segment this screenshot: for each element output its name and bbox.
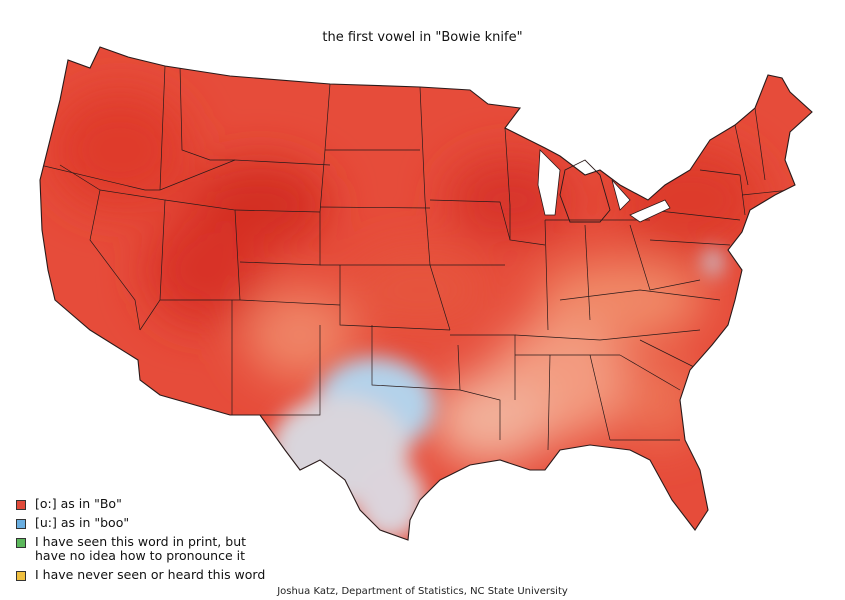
strong-northeast xyxy=(615,145,765,255)
border-ky-va xyxy=(559,289,721,301)
legend-label-u: [u:] as in "boo" xyxy=(35,515,130,530)
border-il-in xyxy=(544,219,549,331)
border-wy-south xyxy=(234,209,321,213)
state-borders xyxy=(40,65,791,451)
swatch-seen-print xyxy=(16,538,26,548)
michigan-outline xyxy=(559,159,611,223)
legend-label-o: [o:] as in "Bo" xyxy=(35,496,122,511)
border-ms-al xyxy=(547,354,551,451)
mid-plains xyxy=(350,250,490,330)
border-ks-ok xyxy=(339,265,451,331)
border-in-oh xyxy=(584,224,591,321)
lake-erie xyxy=(629,199,671,223)
border-sc-nc xyxy=(639,339,701,371)
map-title: the first vowel in "Bowie knife" xyxy=(322,30,523,45)
light-kentucky xyxy=(535,260,705,340)
legend-item-o: [o:] as in "Bo" xyxy=(16,497,265,511)
u-region xyxy=(270,248,722,540)
border-ga-sc xyxy=(619,354,681,391)
border-az-nm-north xyxy=(160,299,341,306)
border-ma-south xyxy=(741,189,791,196)
border-sd-ne xyxy=(319,206,431,209)
border-ar-la xyxy=(459,389,501,440)
border-ny-pa xyxy=(649,209,741,221)
swatch-u xyxy=(16,519,26,529)
border-nh-me xyxy=(754,107,766,181)
border-mn-ia-mo xyxy=(419,86,451,331)
legend-item-never-seen: I have never seen or heard this word xyxy=(16,568,265,582)
border-dakotas-west xyxy=(239,83,331,266)
mid-georgia xyxy=(620,355,700,445)
border-ok-tx xyxy=(371,325,461,391)
border-wi-il xyxy=(504,127,546,246)
border-ia-north xyxy=(429,199,511,241)
legend-label-never-seen: I have never seen or heard this word xyxy=(35,567,266,582)
credit-line: Joshua Katz, Department of Statistics, N… xyxy=(277,586,568,597)
border-tn-south xyxy=(514,329,701,341)
border-nv-ut xyxy=(99,189,166,331)
u-south-texas xyxy=(355,460,425,540)
lake-huron xyxy=(611,179,631,211)
swatch-never-seen xyxy=(16,571,26,581)
border-nm-tx xyxy=(260,325,321,416)
legend-item-seen-print: I have seen this word in print, but have… xyxy=(16,535,265,563)
legend-item-u: [u:] as in "boo" xyxy=(16,516,265,530)
strong-utah xyxy=(145,215,265,325)
border-or-north xyxy=(40,159,236,191)
border-al-ga xyxy=(589,354,611,441)
border-wa-id xyxy=(159,65,166,191)
dialect-gradient xyxy=(50,90,765,465)
border-id-mt xyxy=(179,65,235,161)
border-wy-north xyxy=(234,159,331,166)
border-ca-nv xyxy=(59,164,141,331)
strong-northwest xyxy=(50,90,190,210)
border-oh-pa-wv xyxy=(629,224,701,291)
light-arkansas xyxy=(430,375,550,465)
mid-new-mexico xyxy=(245,290,355,380)
swatch-o xyxy=(16,500,26,510)
border-ny-new-england xyxy=(699,169,746,216)
u-delaware xyxy=(704,248,722,276)
border-vt-nh xyxy=(734,124,749,186)
lake-michigan xyxy=(537,149,561,216)
legend-label-seen-print: I have seen this word in print, but have… xyxy=(35,534,247,563)
border-pa-md xyxy=(649,239,731,246)
legend: [o:] as in "Bo" [u:] as in "boo" I have … xyxy=(16,497,265,587)
